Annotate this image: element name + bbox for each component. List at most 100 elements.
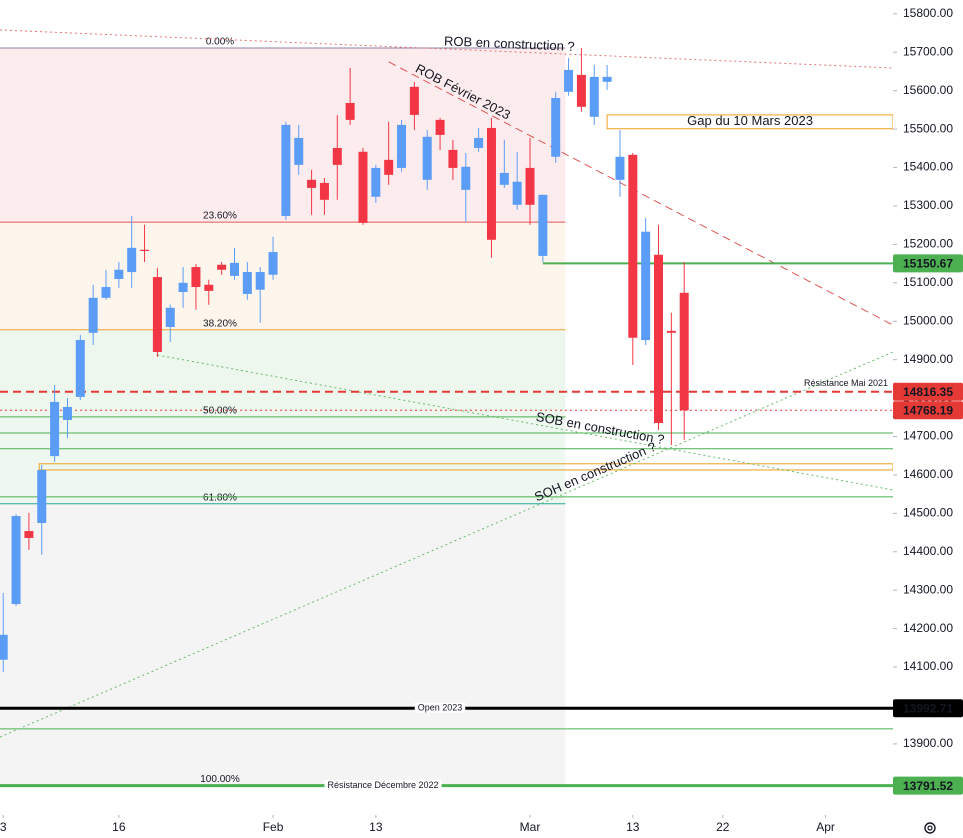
y-tick-label: 15700.00 (903, 44, 953, 58)
candle-body (0, 634, 8, 660)
candle-body (474, 137, 484, 148)
x-tick-label: 3 (0, 820, 7, 834)
candle-body (75, 340, 85, 397)
gear-center[interactable] (927, 825, 933, 831)
candle-body (576, 74, 586, 107)
candle-body (152, 277, 162, 352)
candle-body (178, 282, 188, 293)
price-line-label: Résistance Mai 2021 (804, 378, 888, 388)
y-tick-label: 15000.00 (903, 313, 953, 327)
candle-body (127, 247, 137, 273)
candle-body (397, 124, 407, 168)
candle-body (435, 119, 445, 135)
candle-body (242, 272, 252, 294)
candle-body (88, 297, 98, 333)
candle-body (62, 406, 72, 420)
x-tick-label: 13 (369, 820, 383, 834)
candle-body (525, 167, 535, 205)
candle-body (654, 254, 664, 424)
y-tick-label: 15800.00 (903, 6, 953, 20)
candle-body (371, 167, 381, 197)
y-tick-label: 14100.00 (903, 659, 953, 673)
candle-body (641, 231, 651, 341)
candle-body (294, 137, 304, 165)
y-tick-label: 14500.00 (903, 506, 953, 520)
price-axis: 15800.00 15700.00 15600.00 15500.00 15400.00… (893, 0, 963, 838)
zone (38, 463, 893, 471)
candle-body (448, 149, 458, 168)
candle-body (204, 284, 214, 291)
candle-body (50, 401, 60, 457)
price-tag-label: 15150.67 (903, 257, 953, 271)
candle-body (307, 179, 317, 188)
gear[interactable] (924, 822, 936, 834)
label-bg (324, 779, 442, 790)
y-tick-label: 15600.00 (903, 83, 953, 97)
price-tag (893, 401, 963, 420)
price-tag (893, 382, 963, 401)
candle-body (615, 156, 625, 180)
price-tag-label: 14816.35 (903, 385, 953, 399)
candle-body (11, 516, 21, 605)
candle-body (358, 151, 368, 223)
y-tick-label: 15500.00 (903, 121, 953, 135)
price-tag-label: 13992.71 (903, 701, 953, 715)
candle-body (140, 249, 150, 251)
x-tick-label: Apr (816, 820, 835, 834)
candle-body (101, 287, 111, 298)
trendline (0, 351, 893, 738)
price-line-label: Résistance Décembre 2022 (327, 780, 438, 790)
fib-label: 0.00% (206, 37, 234, 48)
y-tick-label: 14600.00 (903, 467, 953, 481)
candle-body (332, 147, 342, 165)
candle-body (24, 531, 34, 538)
x-tick-label: Feb (263, 820, 284, 834)
candle-body (499, 172, 509, 185)
candle-body (589, 76, 599, 117)
price-tag-label: 13791.52 (903, 779, 953, 793)
price-tag-label: 14768.19 (903, 403, 953, 417)
price-tag (893, 254, 963, 273)
y-tick-label: 15200.00 (903, 237, 953, 251)
candle-body (666, 330, 676, 333)
candle-body (422, 136, 432, 180)
y-tick-label: 14400.00 (903, 544, 953, 558)
price-tag (893, 776, 963, 795)
candle-body (384, 159, 394, 175)
y-tick-label: 14300.00 (903, 582, 953, 596)
candle-body (551, 97, 561, 157)
candle-body (268, 252, 278, 275)
settings-icon[interactable] (924, 822, 936, 834)
y-tick-label: 15300.00 (903, 198, 953, 212)
fib-label: 61.80% (203, 492, 237, 503)
candle-body (114, 269, 124, 279)
y-tick-label: 15100.00 (903, 275, 953, 289)
fib-label: 23.60% (203, 211, 237, 222)
candle-body (229, 262, 239, 276)
candle-body (512, 181, 522, 205)
candle-body (191, 267, 201, 288)
candle-body (37, 469, 47, 523)
plot-area: 0.00% 23.60% 38.20% 50.00% 61.80% 100.00% Gap … (0, 29, 893, 790)
candle-body (345, 102, 355, 120)
label-bg (414, 702, 466, 713)
candle-body (409, 86, 419, 115)
candle-body (679, 292, 689, 411)
y-tick-label: 14700.00 (903, 429, 953, 443)
fib-zone (0, 416, 566, 504)
x-tick-label: 22 (716, 820, 730, 834)
candle-body (217, 264, 227, 270)
candle-body (564, 69, 574, 92)
candle-body (628, 154, 638, 338)
candle-body (461, 166, 471, 190)
trendline (388, 61, 893, 326)
candle-body (319, 182, 329, 200)
zone (606, 114, 893, 130)
candle-body (281, 124, 291, 216)
candle-body (486, 127, 496, 240)
zone-label: Gap du 10 Mars 2023 (687, 113, 813, 128)
x-tick-label: Mar (520, 820, 541, 834)
y-tick-label: 13900.00 (903, 736, 953, 750)
